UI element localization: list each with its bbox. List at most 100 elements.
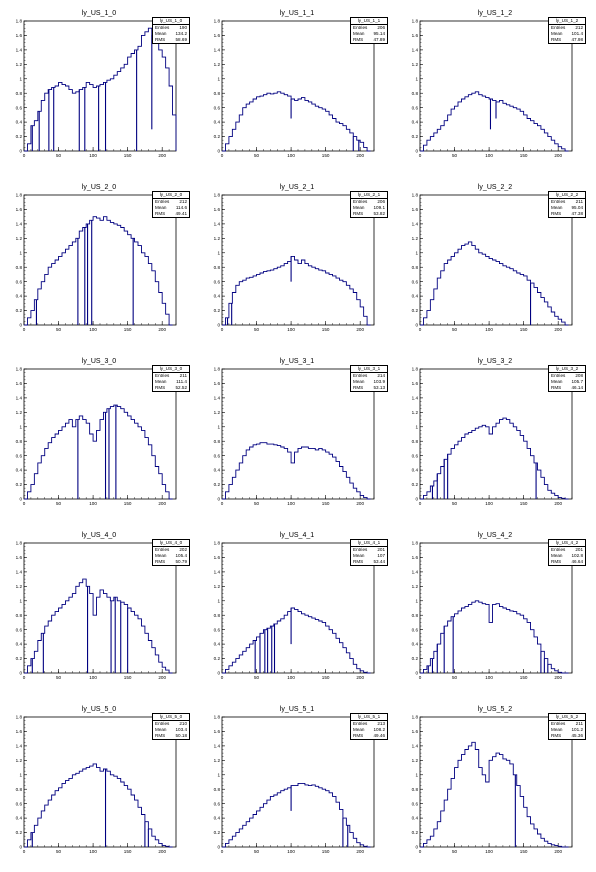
- stats-row: RMS 53.82: [351, 211, 387, 217]
- x-tick-label: 0: [221, 153, 224, 158]
- stats-value: 114.6: [175, 205, 187, 210]
- y-tick-label: 0.6: [412, 627, 419, 632]
- stats-value: 208: [575, 373, 583, 378]
- y-tick-label: 1.8: [214, 193, 221, 198]
- stats-label: Entries: [155, 721, 170, 726]
- y-tick-label: 0.6: [412, 279, 419, 284]
- histogram-plot: 0 0.2 0.4 0.6 0.8 1 1.2 1.4 1.6 1.8 0 50 100 150 200: [412, 715, 573, 854]
- stats-label: Mean: [353, 379, 365, 384]
- y-tick-label: 0: [415, 323, 418, 328]
- x-tick-label: 150: [322, 153, 330, 158]
- y-tick-label: 0.8: [412, 265, 419, 270]
- y-tick-label: 0.6: [214, 453, 221, 458]
- stats-row: Mean 107: [351, 553, 387, 559]
- stats-title: ly_US_4_0: [153, 540, 189, 547]
- stats-value: 47.98: [571, 37, 584, 42]
- y-tick-label: 0.6: [16, 453, 23, 458]
- stats-value: 102.8: [571, 553, 584, 558]
- stats-label: Entries: [551, 199, 566, 204]
- y-tick-label: 0.4: [412, 642, 419, 647]
- stats-label: RMS: [155, 37, 166, 42]
- y-tick-label: 1.6: [412, 381, 419, 386]
- histogram-line: [222, 91, 371, 152]
- histogram-plot: 0 0.2 0.4 0.6 0.8 1 1.2 1.4 1.6 1.8 0 50 100 150 200: [214, 715, 375, 854]
- y-tick-label: 1.2: [412, 758, 419, 763]
- stats-row: Entries 211: [549, 199, 585, 205]
- y-tick-label: 1.4: [16, 743, 23, 748]
- stats-label: RMS: [551, 385, 562, 390]
- stats-row: Mean 105.7: [549, 379, 585, 385]
- stats-value: 107: [377, 553, 385, 558]
- x-tick-label: 150: [520, 675, 528, 680]
- x-tick-label: 150: [124, 327, 132, 332]
- y-tick-label: 0.8: [16, 787, 23, 792]
- y-tick-label: 0.2: [412, 656, 419, 661]
- stats-row: RMS 45.36: [549, 733, 585, 739]
- x-tick-label: 150: [124, 849, 132, 854]
- histogram-title: ly_US_1_0: [81, 10, 117, 17]
- stats-value: 201: [575, 547, 583, 552]
- y-tick-label: 1: [415, 424, 418, 429]
- y-tick-label: 0.2: [16, 134, 23, 139]
- stats-box: ly_US_5_1 Entries 213 Mean 108.2 RMS 49.46: [350, 713, 388, 740]
- x-tick-label: 200: [158, 675, 166, 680]
- histogram-line: [222, 607, 371, 674]
- y-tick-label: 1.8: [214, 715, 221, 720]
- y-tick-label: 0.4: [214, 120, 221, 125]
- y-tick-label: 1.8: [412, 715, 419, 720]
- histogram-plot: 0 0.2 0.4 0.6 0.8 1 1.2 1.4 1.6 1.8 0 50 100 150 200: [412, 19, 573, 158]
- stats-row: RMS 50.18: [153, 733, 189, 739]
- histogram-pad: ly_US_5_2 0 0.2 0.4 0.6 0.8 1 1.2 1.4 1.6 1.8 0 50 10…: [396, 696, 594, 870]
- stats-row: Mean 111.4: [153, 379, 189, 385]
- histogram-pad: ly_US_3_2 0 0.2 0.4 0.6 0.8 1 1.2 1.4 1.6 1.8 0 50 10…: [396, 348, 594, 522]
- stats-box: ly_US_2_0 Entries 212 Mean 114.6 RMS 49.41: [152, 191, 190, 218]
- x-tick-label: 200: [356, 501, 364, 506]
- histogram-pad: ly_US_4_0 0 0.2 0.4 0.6 0.8 1 1.2 1.4 1.6 1.8 0 50 10…: [0, 522, 198, 696]
- stats-value: 46.64: [571, 559, 584, 564]
- x-tick-label: 100: [485, 501, 493, 506]
- stats-row: Entries 212: [153, 199, 189, 205]
- stats-row: Entries 190: [153, 25, 189, 31]
- stats-value: 95.04: [571, 205, 584, 210]
- stats-row: Entries 201: [351, 547, 387, 553]
- stats-title: ly_US_5_2: [549, 714, 585, 721]
- stats-label: RMS: [551, 733, 562, 738]
- x-tick-label: 100: [89, 675, 97, 680]
- stats-box: ly_US_5_2 Entries 211 Mean 101.2 RMS 45.36: [548, 713, 586, 740]
- stats-label: Entries: [353, 199, 368, 204]
- y-tick-label: 1: [217, 76, 220, 81]
- histogram-pad: ly_US_4_2 0 0.2 0.4 0.6 0.8 1 1.2 1.4 1.6 1.8 0 50 10…: [396, 522, 594, 696]
- stats-row: Mean 101.4: [549, 31, 585, 37]
- y-tick-label: 0.4: [412, 468, 419, 473]
- stats-row: Mean 109.1: [351, 205, 387, 211]
- y-tick-label: 0.2: [16, 656, 23, 661]
- stats-row: Entries 214: [351, 373, 387, 379]
- y-tick-label: 0: [415, 149, 418, 154]
- stats-label: Mean: [155, 379, 167, 384]
- x-tick-label: 0: [419, 501, 422, 506]
- y-tick-label: 1.2: [412, 62, 419, 67]
- y-tick-label: 1.2: [16, 584, 23, 589]
- histogram-plot: 0 0.2 0.4 0.6 0.8 1 1.2 1.4 1.6 1.8 0 50 100 150 200: [214, 193, 375, 332]
- histogram-line: [24, 763, 173, 848]
- histogram-plot: 0 0.2 0.4 0.6 0.8 1 1.2 1.4 1.6 1.8 0 50 100 150 200: [412, 541, 573, 680]
- y-tick-label: 0: [217, 671, 220, 676]
- stats-value: 50.79: [175, 559, 188, 564]
- histogram-plot: 0 0.2 0.4 0.6 0.8 1 1.2 1.4 1.6 1.8 0 50 100 150 200: [412, 193, 573, 332]
- stats-value: 49.41: [175, 211, 188, 216]
- stats-value: 47.89: [373, 37, 386, 42]
- histogram-plot: 0 0.2 0.4 0.6 0.8 1 1.2 1.4 1.6 1.8 0 50 100 150 200: [16, 367, 177, 506]
- y-tick-label: 0.8: [16, 439, 23, 444]
- stats-label: RMS: [551, 559, 562, 564]
- histogram-pad: ly_US_4_1 0 0.2 0.4 0.6 0.8 1 1.2 1.4 1.6 1.8 0 50 10…: [198, 522, 396, 696]
- x-tick-label: 200: [356, 153, 364, 158]
- histogram-plot: 0 0.2 0.4 0.6 0.8 1 1.2 1.4 1.6 1.8 0 50 100 150 200: [214, 541, 375, 680]
- stats-label: Entries: [155, 373, 170, 378]
- y-tick-label: 1.2: [214, 62, 221, 67]
- histogram-pad: ly_US_3_0 0 0.2 0.4 0.6 0.8 1 1.2 1.4 1.6 1.8 0 50 10…: [0, 348, 198, 522]
- stats-box: ly_US_2_2 Entries 211 Mean 95.04 RMS 47.38: [548, 191, 586, 218]
- y-tick-label: 0: [217, 845, 220, 850]
- stats-value: 210: [179, 721, 187, 726]
- y-tick-label: 0: [19, 845, 22, 850]
- y-tick-label: 0.6: [214, 627, 221, 632]
